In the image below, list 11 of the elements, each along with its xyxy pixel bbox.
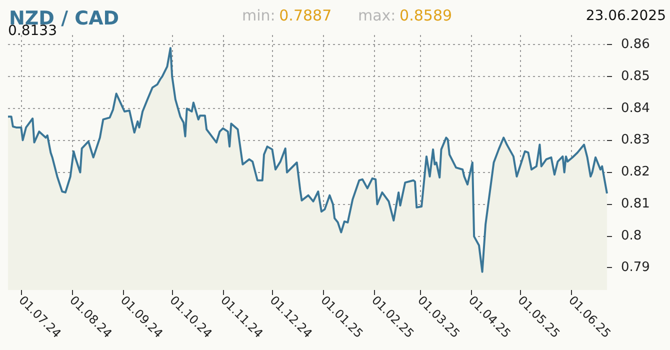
text: max: 0.8589: [358, 6, 452, 24]
text: min: 0.7887: [242, 6, 332, 24]
y-tick-label: 0.84: [621, 100, 650, 116]
y-tick-label: 0.8: [621, 228, 642, 244]
text: 23.06.2025: [586, 8, 666, 24]
y-tick-label: 0.83: [621, 132, 650, 148]
y-tick-label: 0.82: [621, 164, 650, 180]
y-tick-label: 0.79: [621, 260, 650, 276]
y-tick-label: 0.81: [621, 196, 650, 212]
y-tick-label: 0.86: [621, 37, 650, 52]
y-tick-label: 0.85: [621, 68, 650, 84]
